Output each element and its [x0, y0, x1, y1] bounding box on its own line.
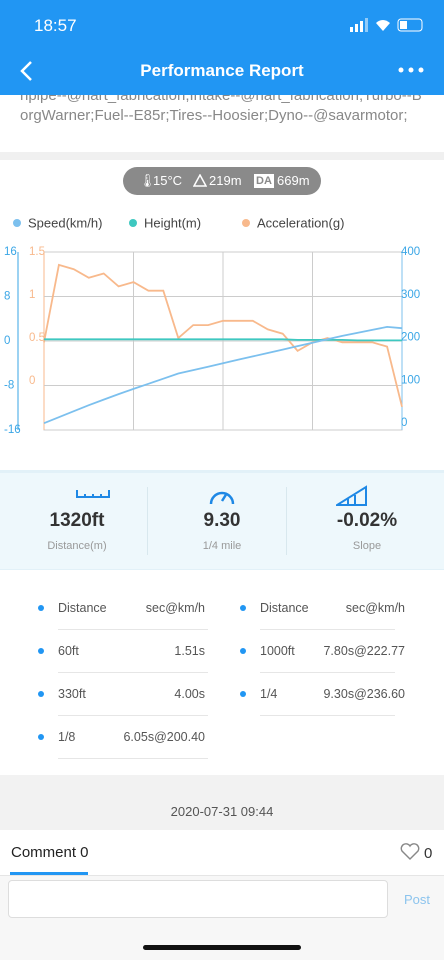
- stat-value: -0.02%: [336, 510, 398, 531]
- separator: [0, 152, 444, 160]
- comment-input[interactable]: [8, 880, 388, 918]
- legend-label: Speed(km/h): [28, 215, 102, 230]
- back-button[interactable]: [18, 60, 34, 82]
- y-tick-label: -8: [4, 380, 14, 392]
- stat: 9.30 1/4 mile: [145, 510, 299, 552]
- split-label: 1/4: [260, 687, 278, 701]
- split-label: 330ft: [58, 687, 86, 701]
- split-time: 4.00s: [174, 687, 205, 701]
- y-tick-label: 0: [4, 335, 10, 347]
- status-time: 18:57: [34, 16, 77, 35]
- y-tick-label: 8: [4, 291, 10, 303]
- split-time: sec@km/h: [345, 601, 405, 615]
- altitude: 219m: [209, 173, 242, 188]
- y2-tick-label: 100: [401, 374, 420, 386]
- split-time: 1.51s: [174, 644, 205, 658]
- tab-underline: [10, 872, 88, 875]
- y3-tick-label: 1.5: [29, 246, 45, 258]
- legend-marker: [129, 219, 137, 227]
- stat-value: 1320ft: [49, 510, 105, 531]
- stats-panel: [0, 470, 444, 570]
- date-band: [0, 775, 444, 830]
- split-rule: [260, 715, 395, 716]
- split-label: 1000ft: [260, 644, 295, 658]
- speed-icon: [209, 491, 235, 505]
- temperature: 15°C: [153, 173, 183, 188]
- series-line: [43, 325, 403, 425]
- post-button[interactable]: Post: [404, 892, 431, 907]
- legend-label: Acceleration(g): [257, 215, 344, 230]
- split-time: 9.30s@236.60: [323, 687, 405, 701]
- y-tick-label: -16: [4, 424, 21, 436]
- legend-marker: [242, 219, 250, 227]
- split-rule: [58, 715, 208, 716]
- y3-tick-label: 1: [29, 289, 35, 301]
- chart: 16 8 0 -8 -16 1.5 1 0.5 0 400 300 200 100 0 Speed(km/h…: [4, 215, 420, 436]
- stat: 1320ft Distance(m): [0, 510, 154, 552]
- stat: -0.02% Slope: [290, 510, 444, 552]
- split-rule: [260, 672, 395, 673]
- title: Performance Report: [140, 61, 304, 80]
- stat-value: 9.30: [203, 510, 241, 531]
- comment-tab[interactable]: Comment 0: [11, 844, 89, 861]
- date: 2020-07-31 09:44: [170, 804, 274, 819]
- y-tick-label: 16: [4, 246, 17, 258]
- home-indicator: [143, 945, 301, 950]
- split-time: 6.05s@200.40: [123, 730, 205, 744]
- split-label: 1/8: [58, 730, 76, 744]
- status-icons: [350, 18, 423, 32]
- slope-icon: [336, 485, 367, 506]
- bullet: [240, 691, 246, 697]
- bullet: [38, 605, 44, 611]
- bullet: [240, 605, 246, 611]
- stat-label: Slope: [352, 540, 382, 552]
- like-icon[interactable]: [400, 843, 420, 861]
- bullet: [38, 648, 44, 654]
- split-rule: [58, 758, 208, 759]
- more-button[interactable]: [398, 66, 426, 74]
- y2-tick-label: 300: [401, 289, 420, 301]
- split-label: 60ft: [58, 644, 79, 658]
- split-rule: [260, 629, 395, 630]
- split-rule: [58, 672, 208, 673]
- stat-label: Distance(m): [47, 540, 107, 552]
- series-line: [43, 263, 403, 408]
- da-label: DA: [254, 174, 274, 188]
- series-line: [44, 338, 402, 342]
- y2-tick-label: 400: [401, 246, 420, 258]
- bullet: [38, 691, 44, 697]
- split-rule: [58, 629, 208, 630]
- bullet: [38, 734, 44, 740]
- altitude-icon: [193, 174, 207, 187]
- split-label: Distance: [58, 601, 107, 615]
- y3-tick-label: 0: [29, 375, 35, 387]
- split-time: 7.80s@222.77: [323, 644, 405, 658]
- like-count: 0: [424, 845, 433, 862]
- header: 18:57 Performance Report: [0, 0, 444, 95]
- density-altitude: 669m: [277, 173, 310, 188]
- split-label: Distance: [260, 601, 309, 615]
- legend-label: Height(m): [144, 215, 201, 230]
- conditions-chip: 🌡 15°C 219m DA 669m: [123, 167, 321, 195]
- y2-tick-label: 0: [401, 417, 407, 429]
- y2-tick-label: 200: [401, 332, 420, 344]
- split-time: sec@km/h: [145, 601, 205, 615]
- thermo-icon: 🌡: [139, 173, 156, 188]
- bullet: [240, 648, 246, 654]
- y3-tick-label: 0.5: [29, 332, 45, 344]
- distance-icon: [76, 490, 110, 498]
- stat-label: 1/4 mile: [202, 540, 242, 552]
- legend-marker: [13, 219, 21, 227]
